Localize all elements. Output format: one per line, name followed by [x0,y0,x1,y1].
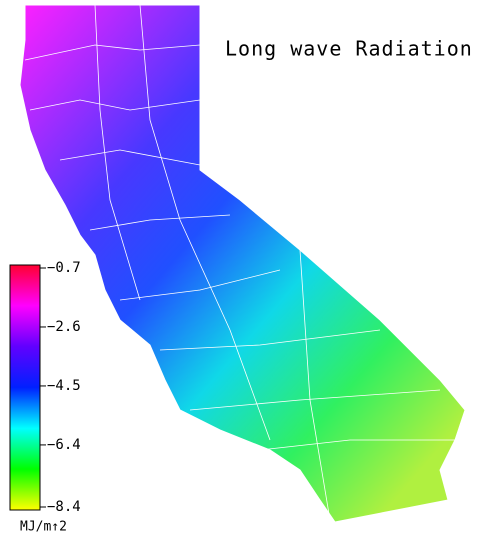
colorbar-tick-label: −6.4 [47,437,81,453]
map-title: Long wave Radiation [225,37,473,61]
colorbar-tick-label: −2.6 [47,319,81,335]
colorbar-unit: MJ/m↑2 [20,520,67,535]
county-lines [24,4,455,521]
colorbar-tick-label: −8.4 [47,499,81,515]
colorbar-tick-label: −4.5 [47,378,81,394]
colorbar-tick-label: −0.7 [47,260,81,276]
colorbar [9,264,41,511]
california-land [19,4,466,523]
